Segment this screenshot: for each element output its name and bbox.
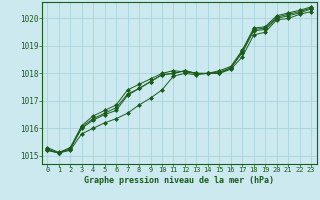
X-axis label: Graphe pression niveau de la mer (hPa): Graphe pression niveau de la mer (hPa) bbox=[84, 176, 274, 185]
